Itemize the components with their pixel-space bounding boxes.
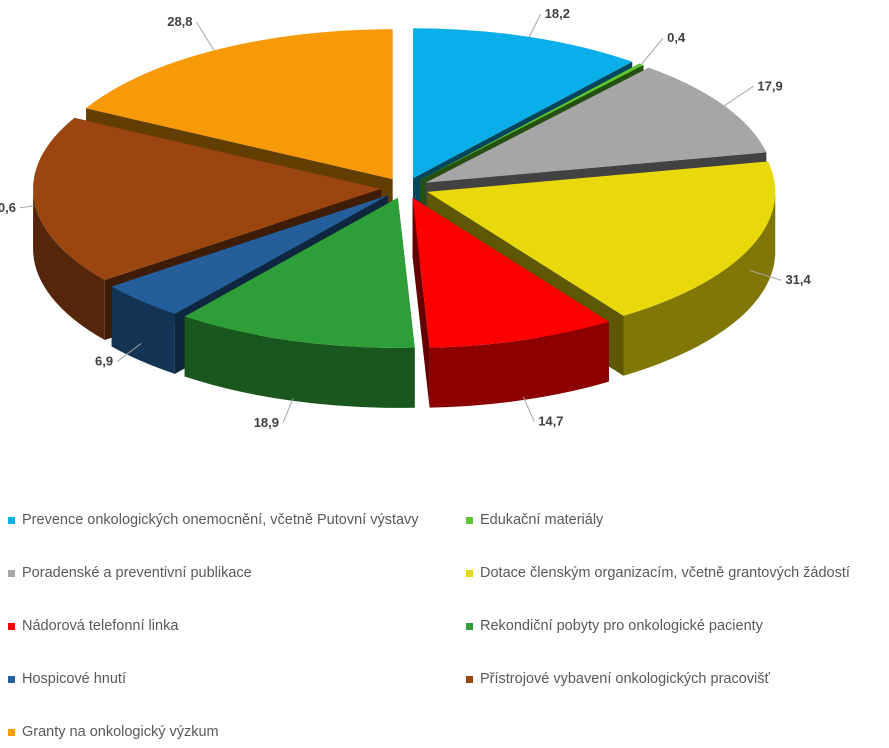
pie-slice <box>111 195 388 314</box>
legend-label: Přístrojové vybavení onkologických praco… <box>480 671 770 687</box>
data-label: 17,9 <box>757 78 782 93</box>
legend-swatch <box>466 569 473 577</box>
legend: Prevence onkologických onemocnění, včetn… <box>0 500 889 748</box>
pie-slice <box>33 117 382 281</box>
pie-slice <box>420 63 644 181</box>
data-label: 0,4 <box>667 30 686 45</box>
legend-item: Prevence onkologických onemocnění, včetn… <box>8 512 419 528</box>
data-label: 28,8 <box>167 14 192 29</box>
data-label: 31,4 <box>785 272 811 287</box>
legend-item: Hospicové hnutí <box>8 671 126 687</box>
leader-line <box>522 396 535 422</box>
pie-slice <box>86 29 393 180</box>
data-label: 6,9 <box>95 354 113 369</box>
pie-slice <box>427 161 776 316</box>
legend-item: Poradenské a preventivní publikace <box>8 565 252 581</box>
data-label: 14,7 <box>538 414 563 429</box>
slice-cut-face <box>412 197 430 408</box>
legend-label: Hospicové hnutí <box>22 671 126 687</box>
legend-swatch <box>8 728 15 736</box>
leader-line <box>116 342 142 363</box>
leader-line <box>196 21 215 51</box>
data-label: 30,6 <box>0 200 16 215</box>
pie-slice <box>425 67 767 183</box>
leader-line <box>282 397 294 424</box>
leader-line <box>19 205 35 209</box>
slice-side-wall <box>429 321 609 408</box>
legend-item: Dotace členským organizacím, včetně gran… <box>466 565 850 581</box>
legend-swatch <box>8 622 15 630</box>
legend-label: Poradenské a preventivní publikace <box>22 565 252 581</box>
legend-swatch <box>8 569 15 577</box>
legend-swatch <box>8 675 15 683</box>
data-labels: 18,2 0,4 17,9 31,4 14,7 18,9 6,9 30,6 28,8 <box>0 6 812 430</box>
data-label: 18,9 <box>254 415 279 430</box>
leader-line <box>723 85 754 107</box>
legend-item: Edukační materiály <box>466 512 603 528</box>
pie-chart: 18,2 0,4 17,9 31,4 14,7 18,9 6,9 30,6 28,8 <box>0 6 812 430</box>
legend-label: Edukační materiály <box>480 512 604 528</box>
slice-side-wall <box>33 188 105 341</box>
data-label: 18,2 <box>545 6 570 21</box>
pie-slice <box>413 28 633 179</box>
slice-side-wall <box>184 316 415 408</box>
legend-swatch <box>466 622 473 630</box>
legend-item: Přístrojové vybavení onkologických praco… <box>466 671 770 687</box>
legend-item: Nádorová telefonní linka <box>8 618 178 634</box>
leader-lines <box>19 13 782 424</box>
leader-line <box>641 37 664 65</box>
pie-slice <box>184 197 415 348</box>
pie-tops <box>33 28 776 348</box>
legend-swatch <box>466 675 473 683</box>
legend-label: Dotace členským organizacím, včetně gran… <box>480 565 850 581</box>
legend-swatch <box>8 516 15 524</box>
legend-item: Granty na onkologický výzkum <box>8 724 219 740</box>
slice-side-wall <box>111 286 175 374</box>
pie-slice <box>412 197 609 348</box>
legend-swatch <box>466 516 473 524</box>
legend-label: Nádorová telefonní linka <box>22 618 179 634</box>
legend-item: Rekondiční pobyty pro onkologické pacien… <box>466 618 763 634</box>
slice-side-wall <box>623 191 776 376</box>
leader-line <box>528 13 542 38</box>
legend-label: Granty na onkologický výzkum <box>22 724 219 740</box>
leader-line <box>749 270 782 281</box>
legend-label: Prevence onkologických onemocnění, včetn… <box>22 512 419 528</box>
legend-label: Rekondiční pobyty pro onkologické pacien… <box>480 618 763 634</box>
